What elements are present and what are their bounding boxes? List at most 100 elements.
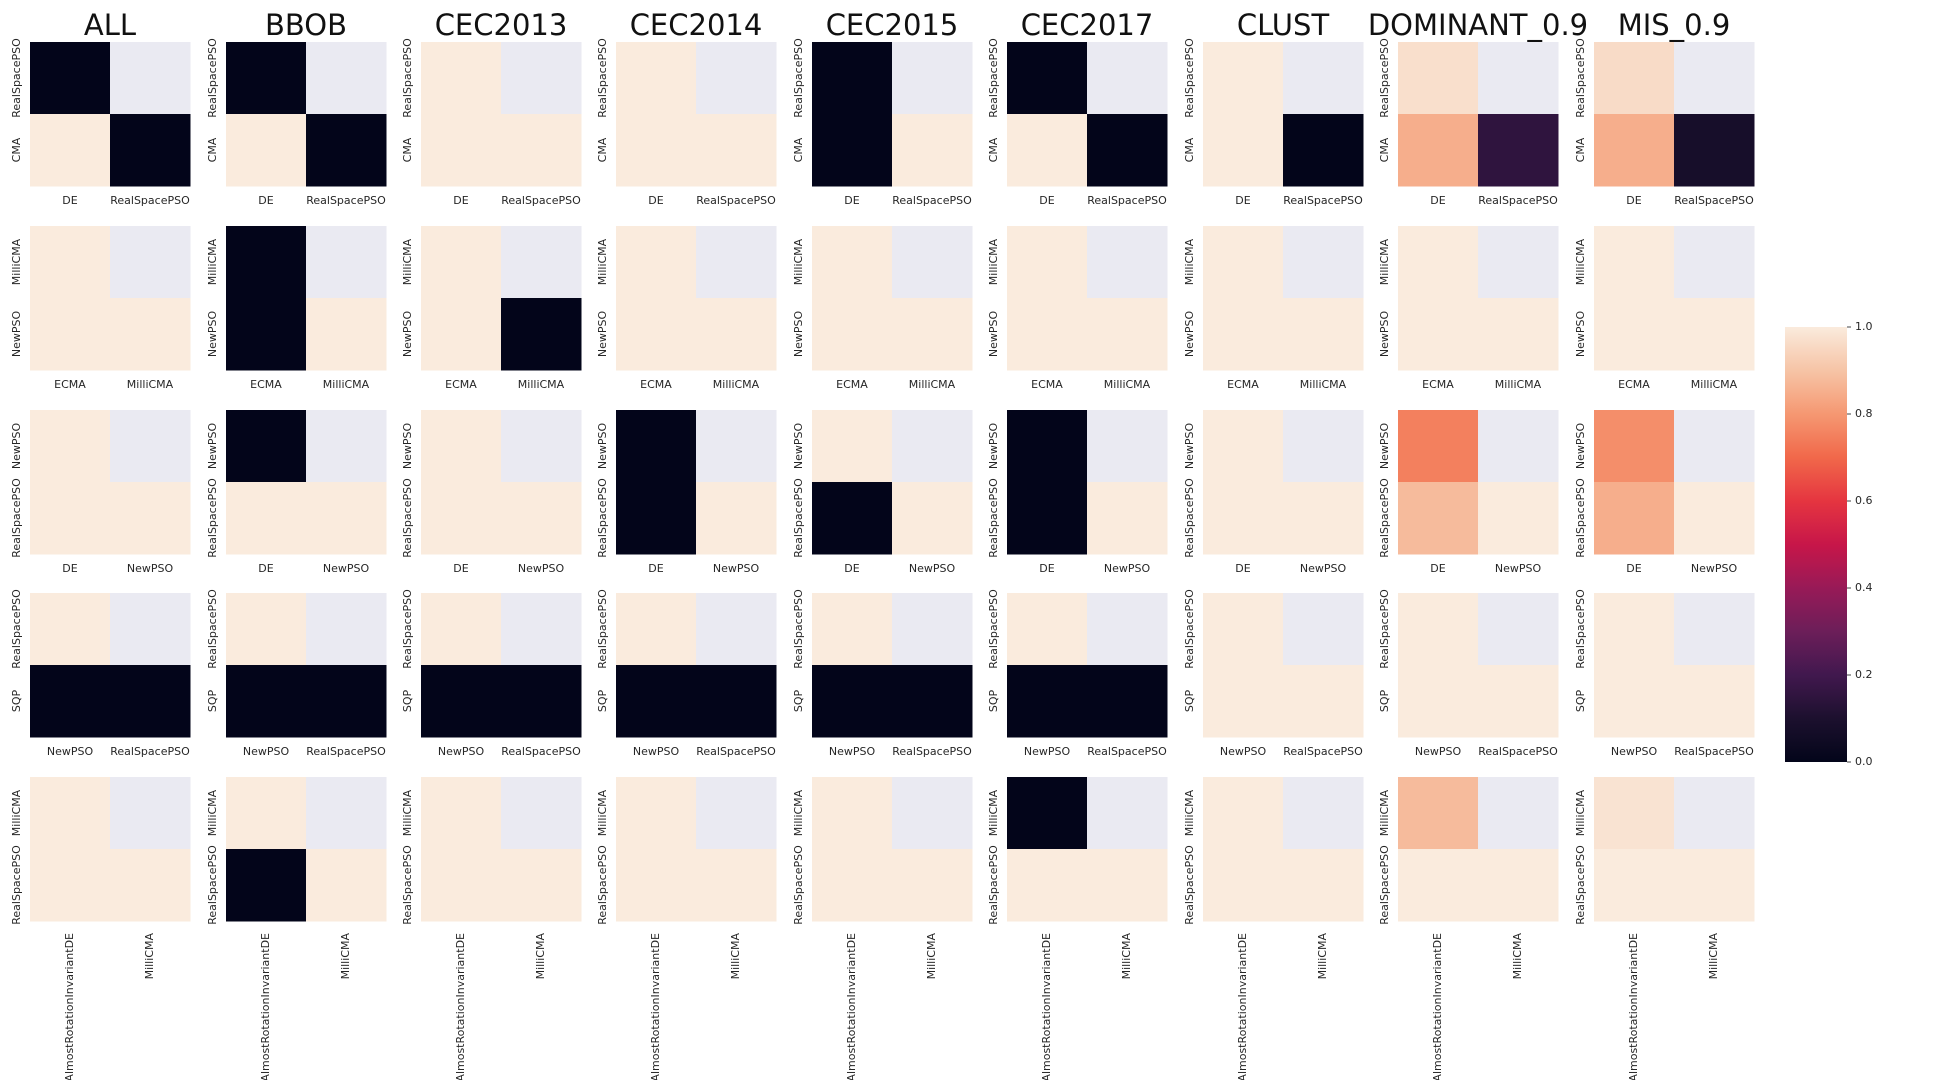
x-tick-label: MilliCMA — [1300, 378, 1347, 391]
column-title: CEC2014 — [630, 8, 763, 42]
x-tick-label: DE — [258, 562, 273, 575]
y-tick-label: NewPSO — [792, 423, 805, 470]
heatmap-cell — [306, 665, 387, 738]
y-tick-label: NewPSO — [987, 311, 1000, 358]
heatmap-cell — [616, 114, 697, 187]
y-tick-label: NewPSO — [1183, 311, 1196, 358]
heatmap-cell — [616, 410, 697, 483]
y-tick-label: RealSpacePSO — [401, 845, 414, 925]
heatmap-cell — [1594, 593, 1675, 666]
x-tick-label: RealSpacePSO — [501, 194, 581, 207]
x-tick-label: NewPSO — [829, 745, 876, 758]
y-tick-label: MilliCMA — [596, 238, 609, 285]
heatmap-cell — [421, 593, 502, 666]
heatmap-cell — [1398, 226, 1479, 299]
heatmap-panel: MilliCMA NewPSO ECMA MilliCMA — [596, 226, 777, 391]
x-tick-label: NewPSO — [1495, 562, 1542, 575]
heatmap-panel: NewPSO RealSpacePSO DE NewPSO — [596, 410, 777, 575]
heatmap-cell — [30, 410, 111, 483]
heatmap-cell — [616, 42, 697, 115]
x-tick-label: MilliCMA — [1511, 933, 1524, 980]
y-tick-label: RealSpacePSO — [792, 589, 805, 669]
y-tick-label: CMA — [987, 137, 1000, 162]
x-tick-label: RealSpacePSO — [306, 194, 386, 207]
x-tick-label: NewPSO — [1024, 745, 1071, 758]
heatmap-cell — [616, 482, 697, 555]
y-tick-label: RealSpacePSO — [206, 589, 219, 669]
x-tick-label: RealSpacePSO — [1283, 745, 1363, 758]
x-tick-label: RealSpacePSO — [1283, 194, 1363, 207]
y-tick-label: SQP — [401, 690, 414, 713]
x-tick-label: DE — [62, 562, 77, 575]
heatmap-cell — [1398, 114, 1479, 187]
heatmap-cell — [1478, 849, 1559, 922]
x-tick-label: MilliCMA — [1104, 378, 1151, 391]
y-tick-label: CMA — [10, 137, 23, 162]
x-tick-label: DE — [648, 194, 663, 207]
heatmap-cell — [1398, 482, 1479, 555]
heatmap-panel: RealSpacePSO SQP NewPSO RealSpacePSO — [1183, 589, 1364, 758]
heatmap-panel: MilliCMA NewPSO ECMA MilliCMA — [401, 226, 582, 391]
y-tick-label: NewPSO — [596, 311, 609, 358]
column-title: MIS_0.9 — [1618, 8, 1731, 42]
y-tick-label: RealSpacePSO — [1378, 589, 1391, 669]
x-tick-label: RealSpacePSO — [696, 194, 776, 207]
column-title: CLUST — [1237, 8, 1330, 42]
x-tick-label: NewPSO — [323, 562, 370, 575]
x-tick-label: RealSpacePSO — [306, 745, 386, 758]
heatmap-cell — [501, 849, 582, 922]
x-tick-label: NewPSO — [1104, 562, 1151, 575]
x-tick-label: RealSpacePSO — [1087, 194, 1167, 207]
y-tick-label: RealSpacePSO — [1183, 38, 1196, 118]
heatmap-cell — [812, 114, 893, 187]
colorbar-gradient — [1785, 327, 1847, 762]
heatmap-cell — [1007, 226, 1088, 299]
y-tick-label: RealSpacePSO — [206, 38, 219, 118]
y-tick-label: MilliCMA — [1574, 789, 1587, 836]
heatmap-cell — [892, 226, 973, 299]
heatmap-panel: MilliCMA RealSpacePSO AlmostRotationInvari… — [10, 777, 191, 1080]
heatmap-cell — [812, 665, 893, 738]
heatmap-cell — [1283, 777, 1364, 850]
heatmap-cell — [1087, 665, 1168, 738]
y-tick-label: RealSpacePSO — [987, 589, 1000, 669]
colorbar-tick-label: 0.4 — [1855, 581, 1873, 594]
heatmap-cell — [812, 226, 893, 299]
x-tick-label: NewPSO — [1220, 745, 1267, 758]
heatmap-cell — [892, 593, 973, 666]
y-tick-label: CMA — [1378, 137, 1391, 162]
y-tick-label: RealSpacePSO — [792, 845, 805, 925]
y-tick-label: NewPSO — [206, 423, 219, 470]
heatmap-panel: NewPSO RealSpacePSO DE NewPSO — [987, 410, 1168, 575]
y-tick-label: SQP — [792, 690, 805, 713]
y-tick-label: NewPSO — [987, 423, 1000, 470]
x-tick-label: MilliCMA — [1316, 933, 1329, 980]
y-tick-label: MilliCMA — [401, 238, 414, 285]
heatmap-cell — [306, 593, 387, 666]
heatmap-cell — [892, 114, 973, 187]
x-tick-label: ECMA — [1422, 378, 1454, 391]
y-tick-label: SQP — [1574, 690, 1587, 713]
heatmap-cell — [616, 593, 697, 666]
heatmap-cell — [306, 777, 387, 850]
heatmap-cell — [1087, 42, 1168, 115]
y-tick-label: CMA — [792, 137, 805, 162]
heatmap-cell — [1478, 665, 1559, 738]
heatmap-cell — [696, 593, 777, 666]
y-tick-label: MilliCMA — [206, 238, 219, 285]
heatmap-cell — [892, 410, 973, 483]
heatmap-cell — [30, 777, 111, 850]
heatmap-panel: NewPSO RealSpacePSO DE NewPSO — [401, 410, 582, 575]
y-tick-label: NewPSO — [596, 423, 609, 470]
heatmap-cell — [616, 849, 697, 922]
x-tick-label: AlmostRotationInvariantDE — [649, 933, 662, 1080]
heatmap-cell — [306, 298, 387, 371]
y-tick-label: RealSpacePSO — [206, 478, 219, 558]
y-tick-label: MilliCMA — [1183, 238, 1196, 285]
heatmap-panel: NewPSO RealSpacePSO DE NewPSO — [1574, 410, 1755, 575]
heatmap-cell — [1203, 298, 1284, 371]
y-tick-label: RealSpacePSO — [10, 589, 23, 669]
y-tick-label: MilliCMA — [987, 789, 1000, 836]
heatmap-cell — [696, 226, 777, 299]
colorbar-tick-label: 0.6 — [1855, 494, 1873, 507]
